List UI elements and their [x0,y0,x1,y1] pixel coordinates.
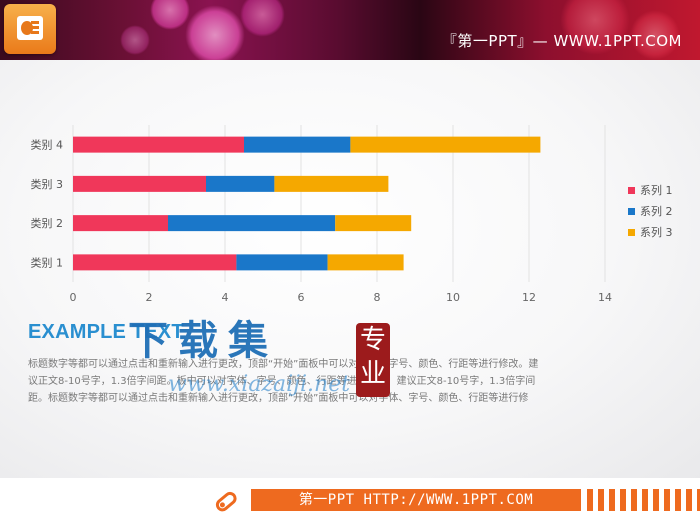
footer-text: 第一PPT HTTP://WWW.1PPT.COM [298,492,534,508]
bar-segment [73,254,237,271]
text-heading: EXAMPLE TEXT [28,321,184,343]
bar-segment [206,175,275,192]
footer-bar: 第一PPT HTTP://WWW.1PPT.COM [251,489,581,511]
powerpoint-logo [4,4,56,54]
bokeh-decoration [120,25,150,55]
watermark-chars: 下载集 [128,318,278,364]
watermark-seal: 专业 [356,323,390,397]
x-tick-label: 6 [298,291,305,304]
legend-label: 系列 3 [640,225,673,239]
watermark-url: www.xiazaiji.net [168,372,351,397]
stacked-bar-chart: 0 2 4 6 8 10 12 14 类别 1类别 2类别 3类别 4 系列 1系列 2系列 … [31,125,673,304]
x-tick-label: 0 [70,291,77,304]
category-label: 类别 1 [31,255,64,269]
legend-label: 系列 1 [640,183,673,197]
bar-segment [168,215,336,232]
header-title: 『第一PPT』— WWW.1PPT.COM [441,32,682,50]
footer: 第一PPT HTTP://WWW.1PPT.COM [0,478,700,525]
x-tick-label: 12 [522,291,536,304]
category-label: 类别 3 [31,177,64,191]
text-body: 标题数字等都可以通过点击和重新输入进行更改，顶部“开始”面板中可以对字体、字号、… [28,359,539,404]
bokeh-decoration [185,5,245,60]
bar-segment [73,175,206,192]
bar-segment [73,136,244,153]
x-axis-ticks: 0 2 4 6 8 10 12 14 [70,291,613,304]
legend-swatch [628,208,635,215]
bar-segment [335,215,412,232]
chart-bars [73,136,541,271]
x-tick-label: 8 [374,291,381,304]
legend-label: 系列 2 [640,204,673,218]
bokeh-decoration [630,10,680,60]
pencil-icon [215,491,237,512]
legend-swatch [628,229,635,236]
bar-segment [327,254,404,271]
bokeh-decoration [240,0,285,37]
x-tick-label: 4 [222,291,229,304]
bar-segment [274,175,389,192]
chart-legend: 系列 1 系列 2 系列 3 [628,183,673,239]
bokeh-decoration [560,0,630,55]
powerpoint-icon [17,16,43,40]
bar-segment [244,136,351,153]
category-label: 类别 2 [31,216,64,230]
footer-stripes [587,489,700,511]
bar-segment [236,254,328,271]
header-banner: 『第一PPT』— WWW.1PPT.COM [0,0,700,60]
category-labels: 类别 1 类别 2 类别 3 类别 4 [31,138,64,270]
x-tick-label: 10 [446,291,460,304]
x-tick-label: 2 [146,291,153,304]
bar-segment [73,215,168,232]
legend-swatch [628,187,635,194]
x-tick-label: 14 [598,291,612,304]
bar-segment [350,136,541,153]
category-label: 类别 4 [31,138,64,152]
